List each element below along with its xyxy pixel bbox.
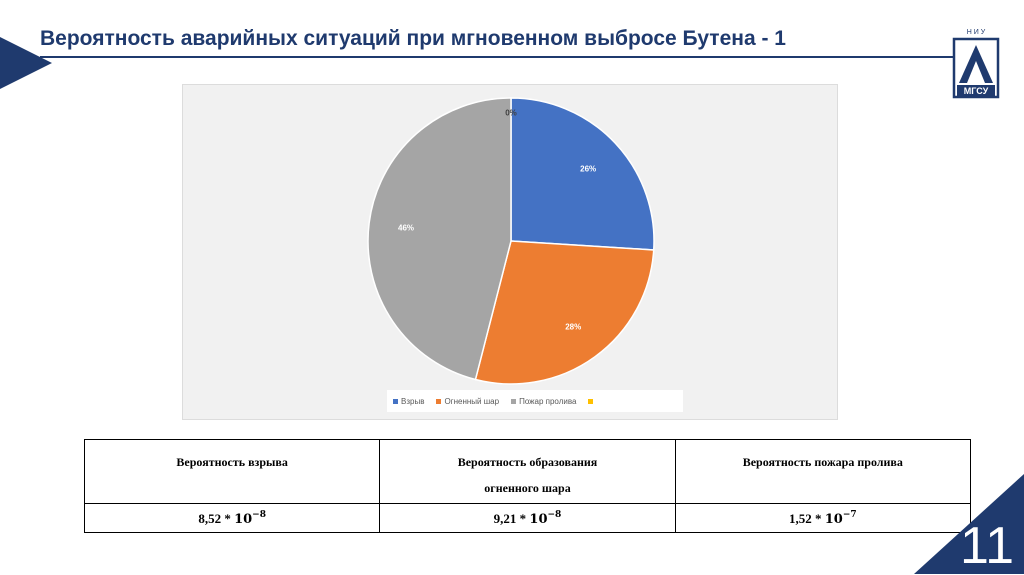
page-number: 11 [960, 517, 1014, 575]
legend-item: Огненный шар [436, 397, 499, 406]
pie-svg: 26% 28% 46% 0% [367, 97, 655, 385]
pie-data-label: 0% [505, 108, 517, 117]
legend-label: Огненный шар [444, 396, 500, 406]
legend-item: Пожар пролива [511, 397, 576, 406]
legend-label: Взрыв [401, 396, 425, 406]
legend-swatch [436, 398, 442, 404]
table-value-row: 8,52 * 10−8 9,21 * 10−8 1,52 * 10−7 [83, 503, 972, 533]
logo-top-letters: Н И У [967, 29, 986, 36]
pie-data-label: 46% [398, 224, 414, 233]
value-explosion-probability: 8,52 * 10−8 [83, 503, 381, 533]
left-arrow-decoration [0, 37, 52, 89]
title-underline [40, 56, 955, 58]
legend-label: Пожар пролива [519, 396, 577, 406]
pie-data-label: 28% [565, 323, 581, 332]
pie-data-label: 26% [580, 165, 596, 174]
value-pool-fire-probability: 1,52 * 10−7 [674, 503, 972, 533]
legend-swatch [511, 398, 517, 404]
pie-chart: 26% 28% 46% 0% Взрыв Огненный шар Пожар про… [182, 84, 838, 420]
legend-item: Взрыв [393, 397, 424, 406]
mgsu-logo: Н И У МГСУ [945, 23, 1007, 101]
logo-label: МГСУ [964, 86, 989, 96]
pie-slice [510, 97, 655, 251]
pie-slice [474, 240, 655, 385]
slide-title: Вероятность аварийных ситуаций при мгнов… [40, 27, 786, 50]
header-explosion-probability: Вероятность взрыва [83, 439, 381, 504]
pie-slice [367, 97, 512, 381]
header-fireball-probability: Вероятность образования огненного шара [379, 439, 676, 504]
chart-legend: Взрыв Огненный шар Пожар пролива [387, 390, 683, 412]
legend-swatch [393, 398, 398, 404]
header-pool-fire-probability: Вероятность пожара пролива [674, 439, 972, 504]
legend-item [588, 398, 596, 404]
probability-table: Вероятность взрыва Вероятность образован… [83, 439, 972, 533]
corner-decoration [914, 474, 1024, 574]
legend-swatch [588, 398, 594, 404]
value-fireball-probability: 9,21 * 10−8 [379, 503, 676, 533]
table-header-row: Вероятность взрыва Вероятность образован… [83, 439, 972, 504]
